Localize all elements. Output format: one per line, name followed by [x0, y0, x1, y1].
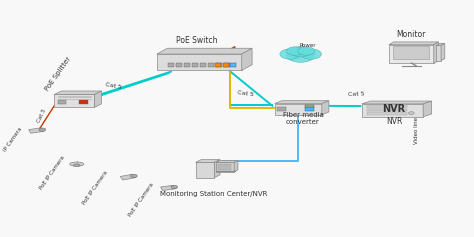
Bar	[200, 63, 206, 67]
Circle shape	[280, 49, 301, 59]
Text: PoE IP Camera: PoE IP Camera	[82, 170, 109, 205]
Bar	[393, 46, 429, 59]
Text: Video line: Video line	[414, 117, 419, 144]
Text: Cat 5: Cat 5	[36, 108, 47, 123]
Bar	[366, 109, 407, 111]
Polygon shape	[389, 45, 434, 64]
Bar	[366, 105, 407, 108]
Circle shape	[290, 47, 311, 57]
Bar	[58, 100, 66, 104]
Text: Power: Power	[300, 43, 316, 48]
Bar	[366, 112, 407, 114]
Polygon shape	[94, 91, 101, 107]
Polygon shape	[196, 160, 220, 162]
Ellipse shape	[70, 162, 84, 166]
Polygon shape	[275, 101, 329, 104]
Polygon shape	[437, 45, 441, 60]
Bar	[208, 63, 214, 67]
Bar	[215, 63, 221, 67]
Bar	[192, 63, 198, 67]
Text: PoE IP Camera: PoE IP Camera	[128, 182, 155, 217]
Bar	[176, 63, 182, 67]
Polygon shape	[29, 128, 44, 133]
Text: PoE IP Camera: PoE IP Camera	[39, 155, 66, 190]
Bar	[277, 107, 285, 111]
Text: NVR: NVR	[387, 117, 403, 126]
Circle shape	[39, 128, 46, 131]
Bar	[305, 107, 314, 111]
Circle shape	[286, 48, 315, 62]
Bar	[305, 105, 314, 107]
Polygon shape	[322, 101, 329, 115]
Polygon shape	[216, 162, 234, 172]
Polygon shape	[55, 91, 101, 95]
Text: NVR: NVR	[382, 104, 405, 114]
Text: Fiber media
converter: Fiber media converter	[283, 112, 323, 125]
Bar	[223, 63, 228, 67]
Text: Cat 5: Cat 5	[105, 82, 122, 90]
Bar	[224, 63, 230, 67]
Text: Monitoring Station Center/NVR: Monitoring Station Center/NVR	[160, 191, 267, 197]
Ellipse shape	[73, 164, 80, 166]
Bar	[218, 164, 231, 170]
Polygon shape	[120, 174, 135, 180]
Bar	[184, 63, 190, 67]
Text: PoE Splitter: PoE Splitter	[44, 55, 72, 91]
Text: IP Camera: IP Camera	[3, 127, 23, 153]
Circle shape	[286, 47, 303, 55]
Circle shape	[171, 185, 178, 189]
Bar	[230, 63, 236, 67]
Polygon shape	[55, 95, 94, 107]
Polygon shape	[161, 185, 175, 191]
Polygon shape	[234, 160, 238, 172]
Bar	[216, 63, 222, 67]
Bar	[79, 100, 88, 104]
Polygon shape	[214, 160, 220, 178]
Text: PoE Switch: PoE Switch	[176, 36, 218, 45]
Text: Cat 5: Cat 5	[348, 92, 365, 97]
Text: Monitor: Monitor	[397, 30, 426, 39]
Circle shape	[131, 174, 137, 178]
Text: Cat 5: Cat 5	[237, 90, 254, 97]
Circle shape	[298, 47, 315, 55]
Polygon shape	[157, 48, 252, 54]
Polygon shape	[157, 54, 242, 70]
Polygon shape	[196, 162, 214, 178]
Circle shape	[409, 112, 414, 114]
Polygon shape	[362, 104, 423, 117]
Polygon shape	[275, 104, 322, 115]
Polygon shape	[216, 160, 238, 162]
Circle shape	[301, 49, 321, 59]
Polygon shape	[362, 101, 432, 104]
Polygon shape	[434, 42, 438, 64]
Polygon shape	[242, 48, 252, 70]
Polygon shape	[437, 43, 445, 45]
Polygon shape	[389, 42, 438, 45]
Polygon shape	[423, 101, 432, 117]
Polygon shape	[441, 43, 445, 60]
Bar	[168, 63, 174, 67]
